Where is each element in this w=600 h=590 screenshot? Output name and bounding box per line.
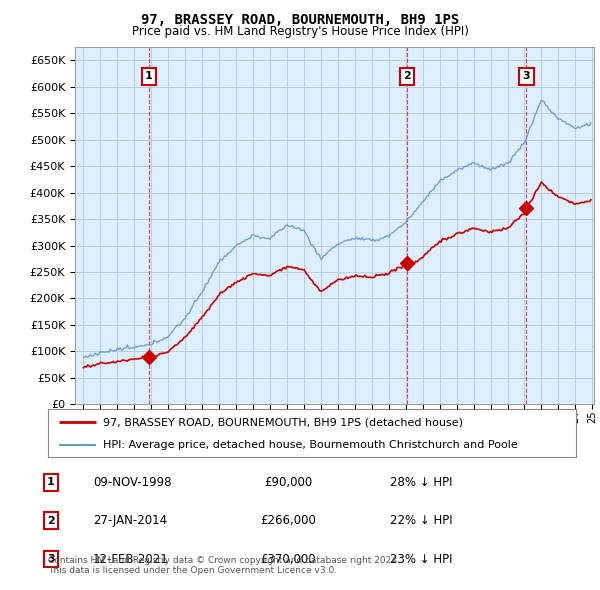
Text: £370,000: £370,000 <box>260 552 316 566</box>
Text: 1: 1 <box>47 477 55 487</box>
Text: 3: 3 <box>47 554 55 564</box>
Text: 22% ↓ HPI: 22% ↓ HPI <box>390 514 452 527</box>
Text: HPI: Average price, detached house, Bournemouth Christchurch and Poole: HPI: Average price, detached house, Bour… <box>103 440 518 450</box>
Text: 12-FEB-2021: 12-FEB-2021 <box>93 552 169 566</box>
Text: 27-JAN-2014: 27-JAN-2014 <box>93 514 167 527</box>
Text: Price paid vs. HM Land Registry's House Price Index (HPI): Price paid vs. HM Land Registry's House … <box>131 25 469 38</box>
Text: 3: 3 <box>523 71 530 81</box>
Text: £266,000: £266,000 <box>260 514 316 527</box>
Text: 2: 2 <box>47 516 55 526</box>
Text: £90,000: £90,000 <box>264 476 312 489</box>
Text: 28% ↓ HPI: 28% ↓ HPI <box>390 476 452 489</box>
Text: 09-NOV-1998: 09-NOV-1998 <box>93 476 172 489</box>
Text: 23% ↓ HPI: 23% ↓ HPI <box>390 552 452 566</box>
Text: 1: 1 <box>145 71 152 81</box>
Text: Contains HM Land Registry data © Crown copyright and database right 2024.
This d: Contains HM Land Registry data © Crown c… <box>48 556 400 575</box>
Text: 97, BRASSEY ROAD, BOURNEMOUTH, BH9 1PS: 97, BRASSEY ROAD, BOURNEMOUTH, BH9 1PS <box>141 13 459 27</box>
Text: 2: 2 <box>403 71 411 81</box>
Text: 97, BRASSEY ROAD, BOURNEMOUTH, BH9 1PS (detached house): 97, BRASSEY ROAD, BOURNEMOUTH, BH9 1PS (… <box>103 417 463 427</box>
